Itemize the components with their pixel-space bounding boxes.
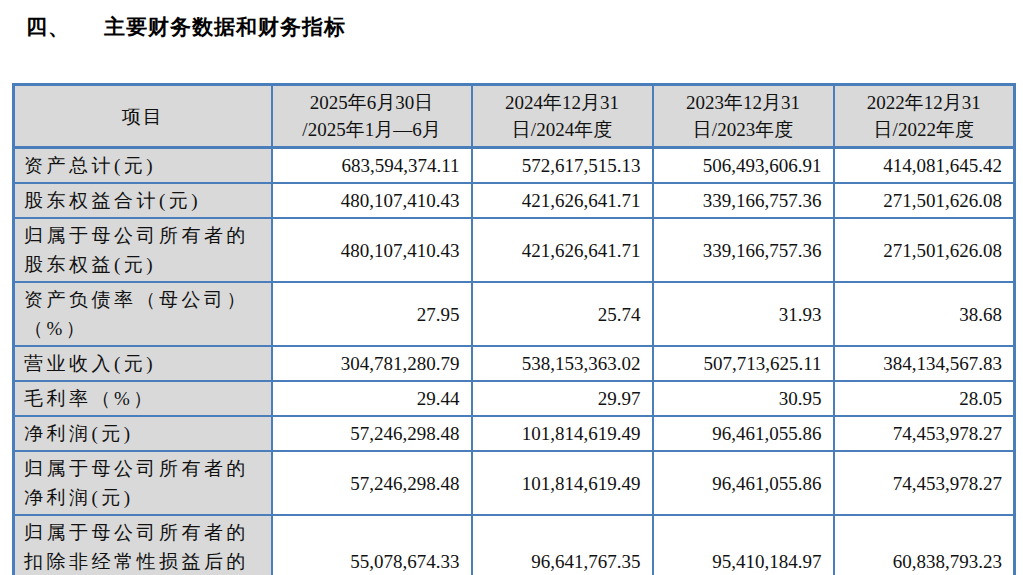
cell-value: 29.97 bbox=[472, 381, 653, 416]
cell-value: 60,838,793.23 bbox=[834, 515, 1015, 575]
cell-value: 507,713,625.11 bbox=[653, 346, 834, 381]
cell-value: 538,153,363.02 bbox=[472, 346, 653, 381]
cell-value: 27.95 bbox=[272, 282, 472, 346]
cell-value: 480,107,410.43 bbox=[272, 183, 472, 218]
column-header-period: 2025年6月30日 /2025年1月—6月 bbox=[272, 85, 472, 148]
table-row: 股东权益合计(元)480,107,410.43421,626,641.71339… bbox=[14, 183, 1015, 218]
column-header-item: 项目 bbox=[14, 85, 272, 148]
row-label: 净利润(元) bbox=[14, 416, 272, 451]
row-label: 毛利率（%） bbox=[14, 381, 272, 416]
cell-value: 31.93 bbox=[653, 282, 834, 346]
row-label: 归属于母公司所有者的 股东权益(元) bbox=[14, 218, 272, 282]
cell-value: 304,781,280.79 bbox=[272, 346, 472, 381]
cell-value: 506,493,606.91 bbox=[653, 148, 834, 184]
cell-value: 480,107,410.43 bbox=[272, 218, 472, 282]
cell-value: 384,134,567.83 bbox=[834, 346, 1015, 381]
cell-value: 57,246,298.48 bbox=[272, 451, 472, 515]
cell-value: 74,453,978.27 bbox=[834, 451, 1015, 515]
cell-value: 271,501,626.08 bbox=[834, 218, 1015, 282]
header-row: 项目2025年6月30日 /2025年1月—6月2024年12月31 日/202… bbox=[14, 85, 1015, 148]
cell-value: 96,461,055.86 bbox=[653, 416, 834, 451]
row-label: 归属于母公司所有者的 净利润(元) bbox=[14, 451, 272, 515]
cell-value: 30.95 bbox=[653, 381, 834, 416]
cell-value: 421,626,641.71 bbox=[472, 183, 653, 218]
cell-value: 96,641,767.35 bbox=[472, 515, 653, 575]
table-row: 资产负债率（母公司） （%）27.9525.7431.9338.68 bbox=[14, 282, 1015, 346]
table-row: 归属于母公司所有者的 扣除非经常性损益后的 净利润(元)55,078,674.3… bbox=[14, 515, 1015, 575]
cell-value: 28.05 bbox=[834, 381, 1015, 416]
cell-value: 683,594,374.11 bbox=[272, 148, 472, 184]
row-label: 营业收入(元) bbox=[14, 346, 272, 381]
cell-value: 271,501,626.08 bbox=[834, 183, 1015, 218]
table-row: 归属于母公司所有者的 股东权益(元)480,107,410.43421,626,… bbox=[14, 218, 1015, 282]
cell-value: 55,078,674.33 bbox=[272, 515, 472, 575]
column-header-period: 2023年12月31 日/2023年度 bbox=[653, 85, 834, 148]
table-row: 归属于母公司所有者的 净利润(元)57,246,298.48101,814,61… bbox=[14, 451, 1015, 515]
cell-value: 414,081,645.42 bbox=[834, 148, 1015, 184]
row-label: 资产负债率（母公司） （%） bbox=[14, 282, 272, 346]
cell-value: 74,453,978.27 bbox=[834, 416, 1015, 451]
column-header-period: 2022年12月31 日/2022年度 bbox=[834, 85, 1015, 148]
cell-value: 421,626,641.71 bbox=[472, 218, 653, 282]
row-label: 归属于母公司所有者的 扣除非经常性损益后的 净利润(元) bbox=[14, 515, 272, 575]
cell-value: 101,814,619.49 bbox=[472, 416, 653, 451]
table-row: 资产总计(元)683,594,374.11572,617,515.13506,4… bbox=[14, 148, 1015, 184]
section-heading: 四、 主要财务数据和财务指标 bbox=[26, 13, 1023, 41]
cell-value: 339,166,757.36 bbox=[653, 218, 834, 282]
table-row: 净利润(元)57,246,298.48101,814,619.4996,461,… bbox=[14, 416, 1015, 451]
page-title: 主要财务数据和财务指标 bbox=[104, 15, 346, 38]
row-label: 资产总计(元) bbox=[14, 148, 272, 184]
cell-value: 96,461,055.86 bbox=[653, 451, 834, 515]
table-row: 营业收入(元)304,781,280.79538,153,363.02507,7… bbox=[14, 346, 1015, 381]
cell-value: 339,166,757.36 bbox=[653, 183, 834, 218]
cell-value: 57,246,298.48 bbox=[272, 416, 472, 451]
cell-value: 38.68 bbox=[834, 282, 1015, 346]
cell-value: 572,617,515.13 bbox=[472, 148, 653, 184]
financial-table: 项目2025年6月30日 /2025年1月—6月2024年12月31 日/202… bbox=[12, 83, 1016, 575]
table-row: 毛利率（%）29.4429.9730.9528.05 bbox=[14, 381, 1015, 416]
cell-value: 29.44 bbox=[272, 381, 472, 416]
cell-value: 25.74 bbox=[472, 282, 653, 346]
row-label: 股东权益合计(元) bbox=[14, 183, 272, 218]
section-number: 四、 bbox=[26, 13, 70, 41]
cell-value: 101,814,619.49 bbox=[472, 451, 653, 515]
cell-value: 95,410,184.97 bbox=[653, 515, 834, 575]
table-body: 资产总计(元)683,594,374.11572,617,515.13506,4… bbox=[14, 148, 1015, 575]
column-header-period: 2024年12月31 日/2024年度 bbox=[472, 85, 653, 148]
